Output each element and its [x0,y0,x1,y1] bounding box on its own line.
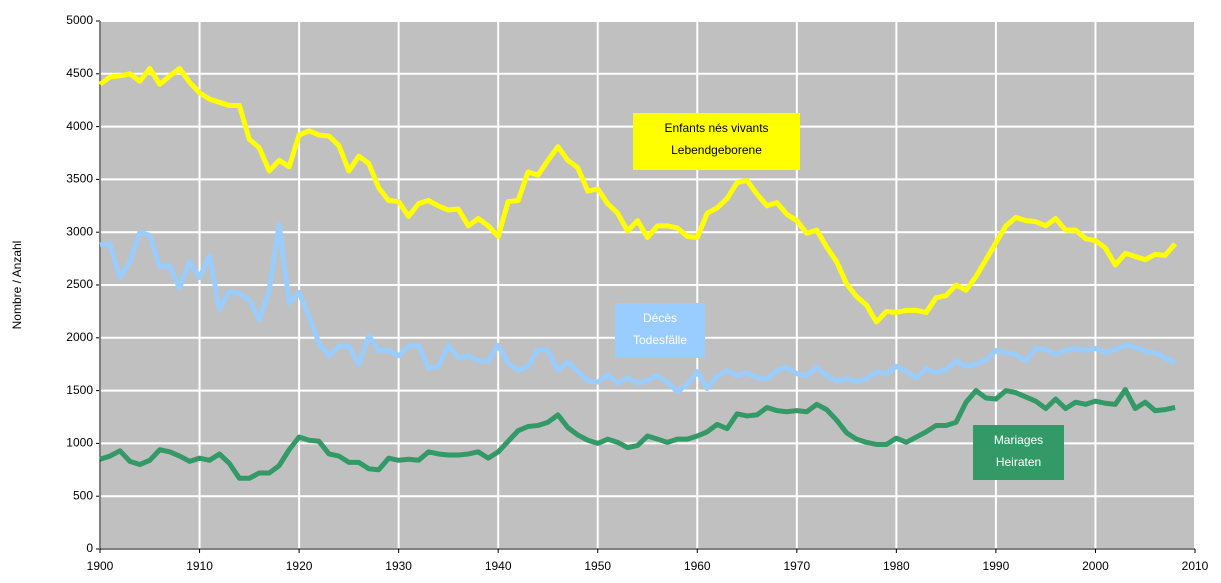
series-line [99,222,1177,395]
x-tick-label: 2000 [1082,559,1109,573]
y-tick-label: 2000 [66,330,93,344]
series-label-box [973,425,1064,480]
y-tick-label: 0 [86,541,93,555]
x-tick-label: 1930 [385,559,412,573]
series-line [98,66,1177,325]
x-tick-label: 1920 [286,559,313,573]
y-tick-label: 4000 [66,119,93,133]
series-label: Décès [643,311,677,325]
y-tick-label: 1000 [66,436,93,450]
x-tick-label: 1980 [883,559,910,573]
y-tick-label: 4500 [66,66,93,80]
series-label: Mariages [994,433,1043,447]
y-tick-label: 2500 [66,277,93,291]
series-line [99,387,1176,481]
series-label: Todesfälle [633,333,687,347]
y-tick-label: 500 [73,488,93,502]
x-tick-label: 1910 [186,559,213,573]
x-tick-label: 1950 [584,559,611,573]
y-tick-label: 5000 [66,13,93,27]
series-label-box [615,303,705,358]
y-tick-label: 3500 [66,172,93,186]
series-label-box [633,113,800,170]
x-tick-label: 1990 [983,559,1010,573]
x-tick-label: 1970 [783,559,810,573]
x-tick-label: 1960 [684,559,711,573]
series-label: Lebendgeborene [671,143,762,157]
y-axis-label: Nombre / Anzahl [10,241,24,330]
y-tick-label: 3000 [66,224,93,238]
x-tick-label: 2010 [1182,559,1209,573]
x-tick-label: 1900 [87,559,114,573]
x-tick-label: 1940 [485,559,512,573]
y-tick-label: 1500 [66,383,93,397]
series-label: Enfants nés vivants [664,121,768,135]
series-label: Heiraten [996,455,1041,469]
